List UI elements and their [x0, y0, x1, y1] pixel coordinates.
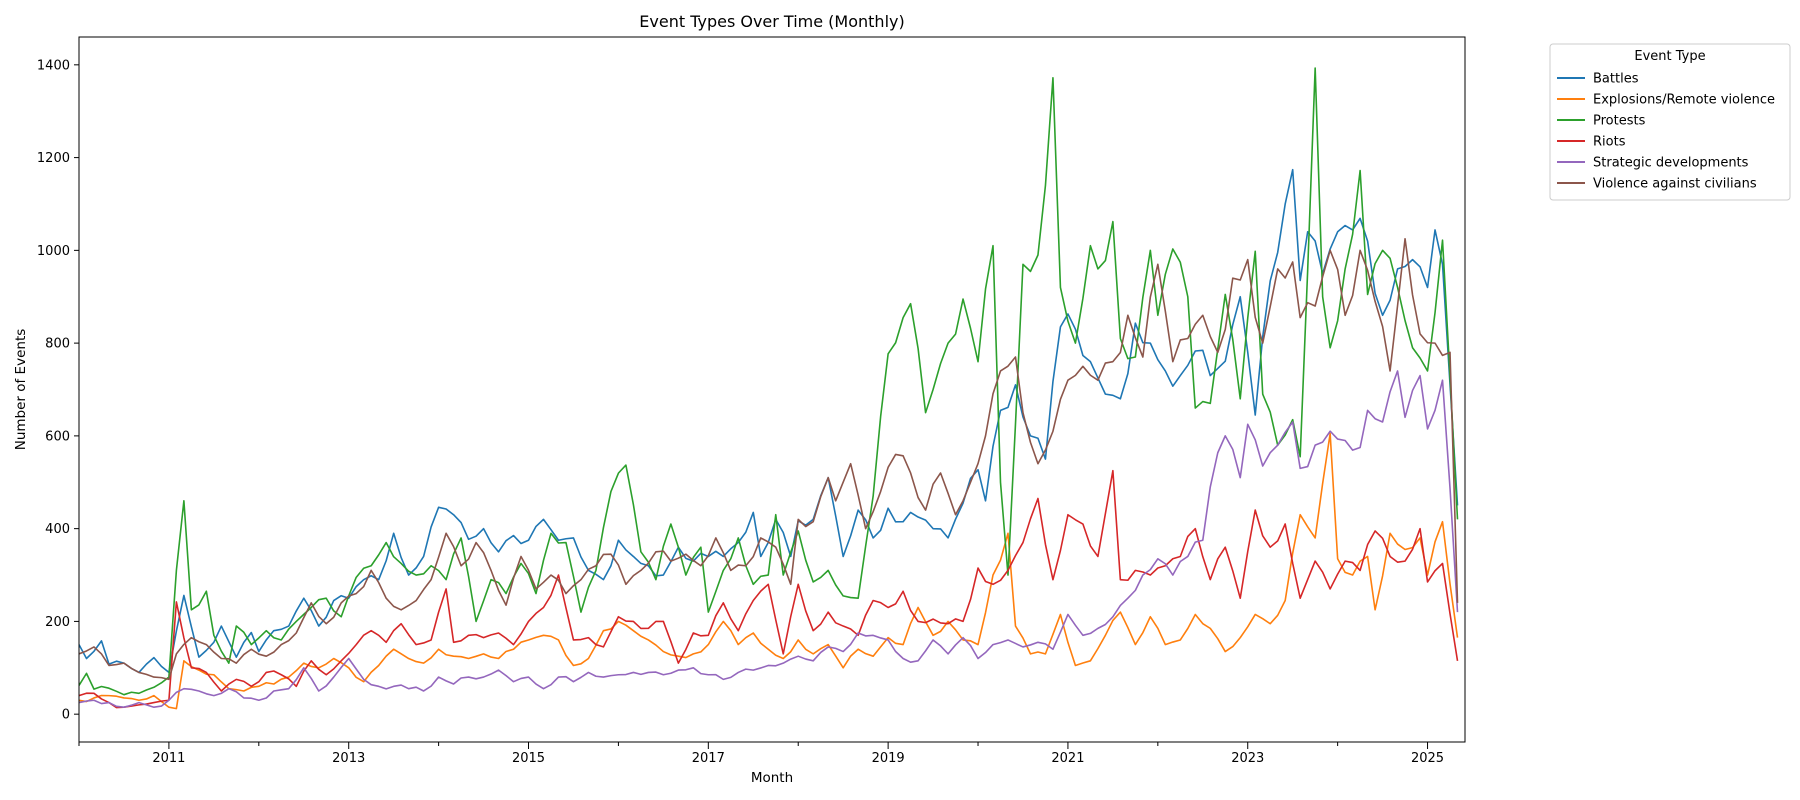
- legend-item: Protests: [1557, 114, 1646, 129]
- y-tick-label: 1000: [37, 244, 70, 259]
- x-tick-label: 2023: [1231, 751, 1264, 766]
- series-line-strategic-developments: [79, 370, 1459, 709]
- y-axis-title: Number of Events: [13, 329, 29, 451]
- series-line-battles: [79, 168, 1459, 674]
- legend-item: Riots: [1557, 135, 1626, 150]
- y-tick-label: 1400: [37, 58, 70, 73]
- y-tick-label: 800: [45, 337, 70, 352]
- x-tick-label: 2021: [1051, 751, 1084, 766]
- x-axis-title: Month: [751, 770, 793, 786]
- legend-label: Strategic developments: [1593, 156, 1749, 171]
- legend-label: Protests: [1593, 114, 1646, 129]
- y-tick-label: 400: [45, 522, 70, 537]
- legend-label: Explosions/Remote violence: [1593, 93, 1775, 108]
- legend-title: Event Type: [1634, 49, 1705, 64]
- plot-frame: [78, 36, 1466, 743]
- legend-label: Riots: [1593, 135, 1626, 150]
- legend-item: Explosions/Remote violence: [1557, 93, 1775, 108]
- chart-title: Event Types Over Time (Monthly): [639, 12, 904, 31]
- x-tick-label: 2019: [872, 751, 905, 766]
- legend-item: Strategic developments: [1557, 156, 1749, 171]
- y-tick-label: 0: [62, 708, 70, 723]
- y-axis: 0 200 400 600 800 1000 1200 1400: [37, 58, 79, 723]
- series-line-violence-against-civilians: [79, 237, 1459, 681]
- series-line-riots: [79, 469, 1459, 709]
- legend-box: [1549, 43, 1791, 201]
- series-layer: [79, 67, 1459, 710]
- legend-item: Violence against civilians: [1557, 177, 1757, 192]
- legend-label: Battles: [1593, 72, 1639, 87]
- y-tick-label: 1200: [37, 151, 70, 166]
- y-tick-label: 600: [45, 429, 70, 444]
- x-tick-label: 2025: [1411, 751, 1444, 766]
- x-tick-label: 2013: [332, 751, 365, 766]
- legend: Event Type Battles Explosions/Remote viol…: [1549, 43, 1791, 201]
- x-tick-label: 2017: [692, 751, 725, 766]
- legend-label: Violence against civilians: [1593, 177, 1757, 192]
- legend-item: Battles: [1557, 72, 1639, 87]
- x-axis: 2011 2013 2015 2017 2019 2021 2023 2025: [78, 742, 1444, 766]
- x-tick-label: 2015: [512, 751, 545, 766]
- x-tick-label: 2011: [152, 751, 185, 766]
- y-tick-label: 200: [45, 615, 70, 630]
